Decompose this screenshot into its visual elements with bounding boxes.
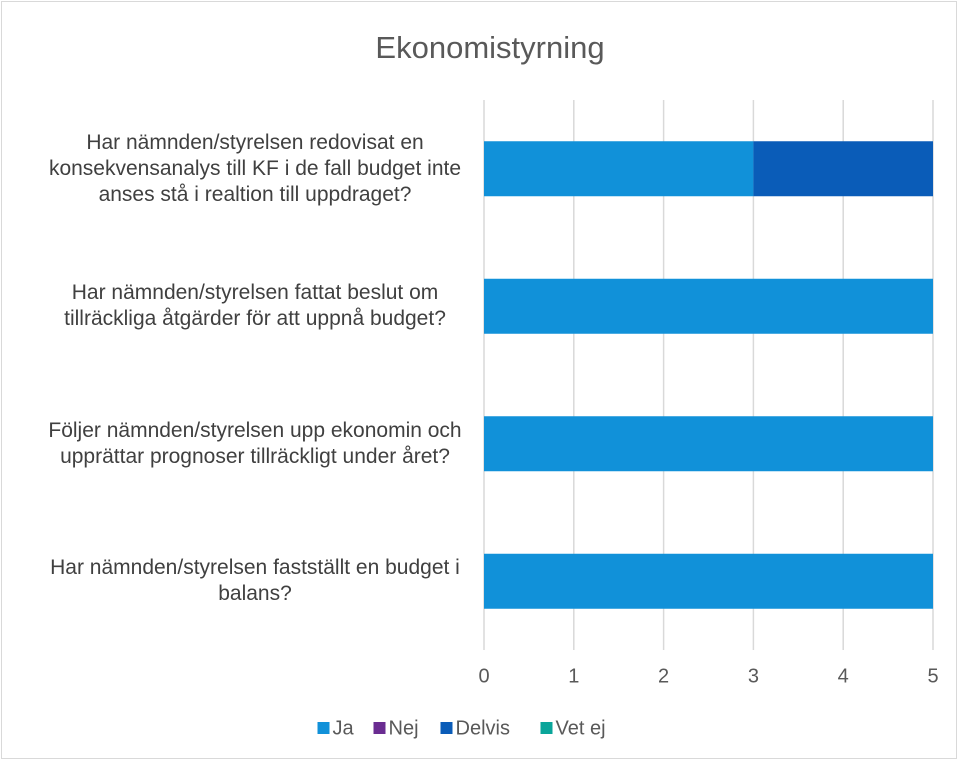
x-tick-label: 5: [927, 665, 938, 687]
legend-swatch: [317, 722, 330, 734]
legend-label: Vet ej: [556, 717, 606, 739]
y-tick-label: Följer nämnden/styrelsen upp ekonomin oc…: [48, 418, 462, 468]
x-tick-label: 1: [568, 665, 579, 687]
x-tick-label: 0: [478, 665, 489, 687]
bar: [484, 278, 933, 334]
x-tick-label: 2: [658, 665, 669, 687]
bar: [753, 141, 933, 197]
legend-label: Nej: [389, 717, 419, 739]
legend-swatch: [540, 722, 553, 734]
bar: [484, 141, 754, 197]
legend-swatch: [373, 722, 386, 734]
bar: [484, 416, 933, 472]
legend-label: Ja: [333, 717, 355, 739]
legend-label: Delvis: [456, 717, 510, 739]
y-tick-label: Har nämnden/styrelsen fastställt en budg…: [50, 556, 460, 606]
x-tick-label: 3: [748, 665, 759, 687]
legend-swatch: [440, 722, 453, 734]
y-tick-label: Har nämnden/styrelsen redovisat en konse…: [48, 130, 462, 206]
bar: [484, 553, 933, 609]
chart-title: Ekonomistyrning: [375, 30, 604, 65]
x-tick-label: 4: [838, 665, 849, 687]
y-tick-label: Har nämnden/styrelsen fattat beslut om t…: [64, 281, 446, 331]
